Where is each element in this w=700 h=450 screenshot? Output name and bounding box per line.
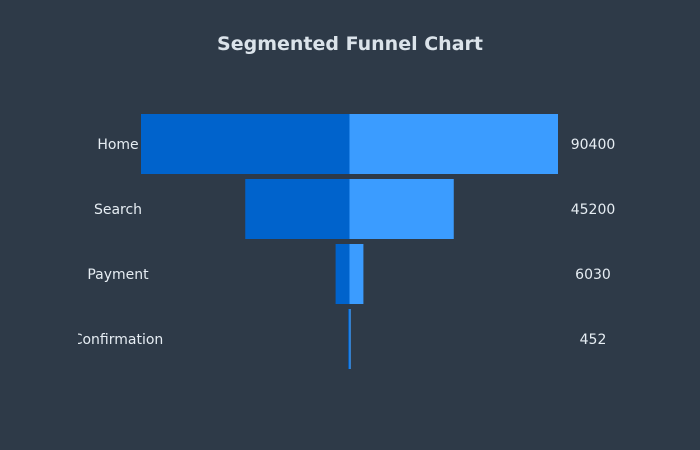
funnel-bar-confirmation-right xyxy=(349,309,351,369)
stage-label-payment: Payment xyxy=(87,267,149,283)
funnel-bar-search-left xyxy=(245,179,350,239)
funnel-bars xyxy=(141,114,558,369)
funnel-bar-home-right xyxy=(349,114,558,174)
stage-label-confirmation: Confirmation xyxy=(73,332,164,348)
value-label-confirmation: 452 xyxy=(580,332,607,348)
funnel-bar-payment-left xyxy=(335,244,350,304)
funnel-bar-home-left xyxy=(141,114,350,174)
value-label-search: 45200 xyxy=(571,202,616,218)
stage-labels: Home Search Payment Confirmation xyxy=(73,137,164,348)
funnel-bar-confirmation-left xyxy=(348,309,350,369)
stage-label-search: Search xyxy=(94,202,142,218)
value-labels: 90400 45200 6030 452 xyxy=(571,137,616,348)
stage-label-home: Home xyxy=(97,137,138,153)
funnel-bar-search-right xyxy=(349,179,454,239)
value-label-home: 90400 xyxy=(571,137,616,153)
chart-title: Segmented Funnel Chart xyxy=(217,33,483,55)
value-label-payment: 6030 xyxy=(575,267,611,283)
funnel-bar-payment-right xyxy=(349,244,364,304)
